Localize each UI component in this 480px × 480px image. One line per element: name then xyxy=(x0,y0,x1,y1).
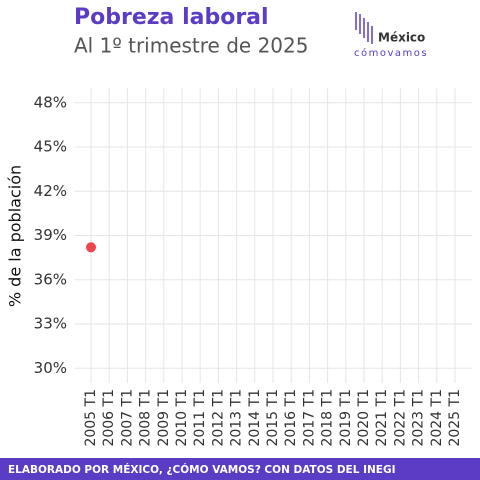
x-tick-label: 2010 T1 xyxy=(174,389,190,447)
chart-title: Pobreza laboral xyxy=(74,5,269,30)
x-tick-label: 2009 T1 xyxy=(156,389,172,447)
logo xyxy=(355,12,373,44)
x-tick-label: 2011 T1 xyxy=(192,389,208,447)
chart-subtitle: Al 1º trimestre de 2025 xyxy=(74,34,308,58)
point xyxy=(86,242,96,253)
x-tick-label: 2015 T1 xyxy=(265,389,281,447)
footer-bar xyxy=(0,458,480,480)
x-tick-label: 2006 T1 xyxy=(101,389,117,447)
footer: ELABORADO POR MÉXICO, ¿CÓMO VAMOS? CON D… xyxy=(8,463,395,476)
x-tick-label: 2014 T1 xyxy=(247,389,263,447)
x-tick-label: 2018 T1 xyxy=(320,389,336,447)
y-tick-label: 36% xyxy=(34,270,67,288)
y-tick-label: 39% xyxy=(34,226,67,244)
x-tick-label: 2016 T1 xyxy=(283,389,299,447)
x-tick-label: 2008 T1 xyxy=(138,389,154,447)
x-tick-label: 2023 T1 xyxy=(411,389,427,447)
y-tick-label: 42% xyxy=(34,182,67,200)
x-tick-label: 2022 T1 xyxy=(392,389,408,447)
y-axis-label: % de la población xyxy=(6,165,25,307)
x-tick-label: 2024 T1 xyxy=(429,389,445,447)
x-tick-label: 2021 T1 xyxy=(374,389,390,447)
y-tick-label: 48% xyxy=(34,93,67,111)
y-tick-label: 45% xyxy=(34,138,67,156)
y-tick-label: 33% xyxy=(34,315,67,333)
x-tick-label: 2017 T1 xyxy=(301,389,317,447)
x-tick-label: 2007 T1 xyxy=(119,389,135,447)
x-tick-label: 2020 T1 xyxy=(356,389,372,447)
x-tick-label: 2025 T1 xyxy=(447,389,463,447)
logo-tagline: cómovamos xyxy=(354,47,428,59)
y-tick-label: 30% xyxy=(34,359,67,377)
x-tick-label: 2005 T1 xyxy=(83,389,99,447)
x-tick-label: 2012 T1 xyxy=(210,389,226,447)
x-tick-label: 2019 T1 xyxy=(338,389,354,447)
x-tick-label: 2013 T1 xyxy=(229,389,245,447)
logo-name: México xyxy=(378,31,425,45)
